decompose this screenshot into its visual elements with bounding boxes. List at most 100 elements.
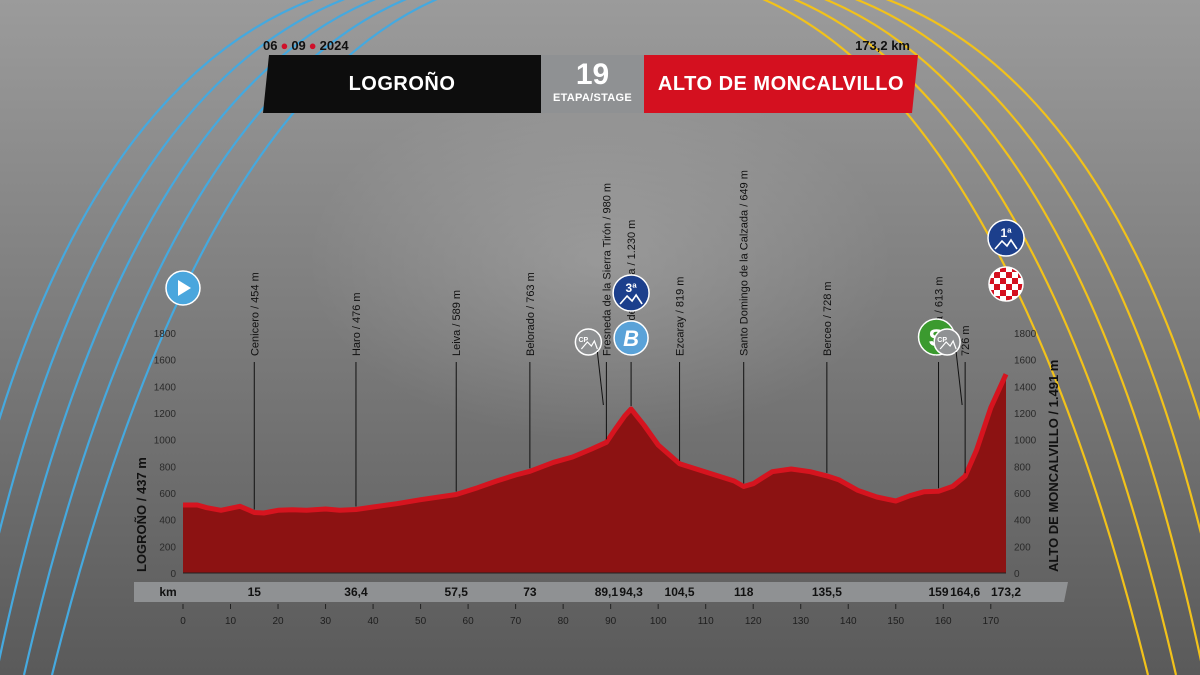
km-mark-label: 173,2 bbox=[991, 585, 1021, 599]
blue-arc-line bbox=[22, 0, 408, 675]
stage-number-box: 19 ETAPA/STAGE bbox=[541, 55, 644, 113]
date-year: 2024 bbox=[319, 38, 349, 53]
km-mark-label: 104,5 bbox=[665, 585, 695, 599]
x-tick-label: 140 bbox=[840, 616, 857, 627]
svg-text:CP: CP bbox=[579, 337, 589, 344]
km-mark-label: 164,6 bbox=[950, 585, 980, 599]
km-bar: km 15 36,4 57,5 73 89,1 94,3 104,5 118 135,5 159 16… bbox=[134, 582, 1068, 602]
km-bar-background bbox=[134, 582, 1068, 602]
yellow-arc-line bbox=[762, 0, 1150, 675]
y-tick-label-right: 400 bbox=[1014, 516, 1031, 527]
stage-banner: LOGROÑO 19 ETAPA/STAGE ALTO DE MONCALVIL… bbox=[263, 55, 918, 113]
waypoint-lines bbox=[253, 362, 966, 510]
x-tick-label: 10 bbox=[225, 616, 237, 627]
start-city-box: LOGROÑO bbox=[263, 55, 541, 113]
y-tick-label-left: 200 bbox=[159, 542, 176, 553]
y-tick-label-left: 1000 bbox=[154, 436, 177, 447]
waypoint-label: Ezcaray / 819 m bbox=[675, 277, 687, 356]
blue-arc-line bbox=[0, 0, 377, 662]
svg-text:1ª: 1ª bbox=[1000, 226, 1012, 240]
mountain-icon: 1ª bbox=[987, 219, 1025, 257]
stage-distance: 173,2 km bbox=[855, 38, 910, 53]
finish-city-box: ALTO DE MONCALVILLO bbox=[644, 55, 918, 113]
bonus-icon: B bbox=[613, 320, 649, 356]
y-tick-label-right: 1600 bbox=[1014, 356, 1037, 367]
y-tick-label-right: 1800 bbox=[1014, 329, 1037, 340]
waypoint-label: Haro / 476 m bbox=[351, 292, 363, 356]
left-axis-label: LOGROÑO / 437 m bbox=[134, 457, 149, 572]
waypoint-label: Cenicero / 454 m bbox=[249, 272, 261, 356]
profile-area bbox=[183, 373, 1009, 574]
y-tick-label-right: 0 bbox=[1014, 569, 1020, 580]
x-tick-label: 110 bbox=[698, 616, 714, 627]
stage-label: ETAPA/STAGE bbox=[552, 92, 633, 104]
y-tick-label-left: 400 bbox=[159, 516, 176, 527]
finish-city: ALTO DE MONCALVILLO bbox=[657, 72, 905, 95]
y-tick-label-right: 800 bbox=[1014, 462, 1031, 473]
y-tick-label-left: 0 bbox=[170, 569, 176, 580]
checkered-flag-icon bbox=[988, 266, 1024, 302]
right-axis-label: ALTO DE MONCALVILLO / 1.491 m bbox=[1046, 360, 1061, 572]
x-tick-label: 50 bbox=[415, 616, 427, 627]
y-tick-label-left: 1200 bbox=[154, 409, 177, 420]
km-mark-label: 135,5 bbox=[812, 585, 842, 599]
y-tick-label-right: 200 bbox=[1014, 542, 1031, 553]
y-tick-label-right: 1400 bbox=[1014, 382, 1037, 393]
x-tick-label: 70 bbox=[510, 616, 522, 627]
svg-text:3ª: 3ª bbox=[626, 281, 638, 295]
x-tick-label: 160 bbox=[935, 616, 952, 627]
date-separator-icon: ● bbox=[280, 38, 289, 53]
km-bar-label: km bbox=[159, 585, 176, 599]
yellow-arc-line bbox=[823, 0, 1200, 662]
profile-fill bbox=[183, 374, 1006, 573]
x-tick-label: 30 bbox=[320, 616, 332, 627]
svg-text:B: B bbox=[623, 326, 639, 351]
y-tick-label-right: 600 bbox=[1014, 489, 1031, 500]
km-mark-label: 89,1 bbox=[595, 585, 619, 599]
waypoint-label: Leiva / 589 m bbox=[451, 290, 463, 356]
x-tick-label: 170 bbox=[982, 616, 999, 627]
y-tick-label-left: 1800 bbox=[154, 329, 177, 340]
y-tick-label-left: 600 bbox=[159, 489, 176, 500]
km-mark-label: 15 bbox=[248, 585, 262, 599]
yellow-arc-line bbox=[792, 0, 1178, 675]
x-tick-label: 150 bbox=[887, 616, 904, 627]
km-mark-label: 159 bbox=[929, 585, 949, 599]
km-mark-label: 36,4 bbox=[344, 585, 368, 599]
y-tick-label-right: 1200 bbox=[1014, 409, 1037, 420]
y-tick-label-left: 800 bbox=[159, 462, 176, 473]
date-day: 06 bbox=[263, 38, 278, 53]
x-axis-ticks: 0 10 20 30 40 50 60 70 80 90 100 110 120 130 140 150 160… bbox=[180, 604, 1000, 627]
profile-edge-line bbox=[183, 373, 1009, 516]
stage-number: 19 bbox=[575, 58, 610, 91]
y-tick-label-left: 1600 bbox=[154, 356, 177, 367]
x-tick-label: 40 bbox=[368, 616, 380, 627]
blue-arc-line bbox=[0, 0, 315, 421]
date-month: 09 bbox=[291, 38, 306, 53]
y-axis-ticks: 0 0 200 200 400 400 600 600 800 800 1000 1000 1200 12… bbox=[154, 329, 1037, 580]
x-tick-label: 90 bbox=[605, 616, 617, 627]
x-tick-label: 80 bbox=[558, 616, 570, 627]
waypoint-labels: Cenicero / 454 m Haro / 476 m Leiva / 589 … bbox=[249, 170, 972, 356]
km-mark-label: 118 bbox=[734, 585, 754, 599]
x-tick-label: 100 bbox=[650, 616, 667, 627]
km-mark-label: 57,5 bbox=[445, 585, 469, 599]
x-tick-label: 60 bbox=[463, 616, 475, 627]
x-tick-label: 130 bbox=[792, 616, 809, 627]
waypoint-label: Berceo / 728 m bbox=[822, 281, 834, 356]
waypoint-label: Fresneda de la Sierra Tirón / 980 m bbox=[601, 183, 613, 356]
yellow-arc-line bbox=[854, 0, 1200, 535]
km-mark-label: 94,3 bbox=[619, 585, 643, 599]
play-icon bbox=[165, 270, 201, 306]
stage-date: 06 ● 09 ● 2024 bbox=[263, 38, 349, 53]
y-tick-label-right: 1000 bbox=[1014, 436, 1037, 447]
svg-text:CP: CP bbox=[937, 337, 947, 344]
x-tick-label: 120 bbox=[745, 616, 762, 627]
waypoint-label: Santo Domingo de la Calzada / 649 m bbox=[739, 170, 751, 356]
waypoint-label: Belorado / 763 m bbox=[525, 272, 537, 356]
blue-arc-line bbox=[0, 0, 346, 535]
mountain-icon: 3ª bbox=[612, 274, 650, 312]
yellow-arc-line bbox=[885, 0, 1200, 421]
